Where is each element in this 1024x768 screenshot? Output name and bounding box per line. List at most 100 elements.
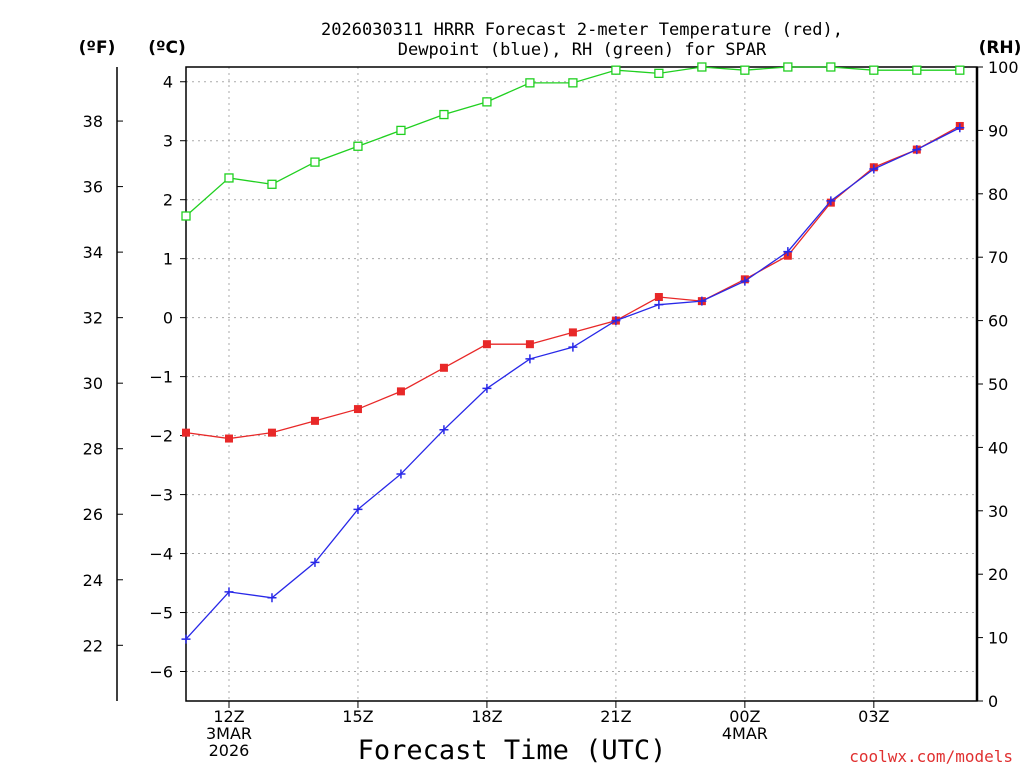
celsius-tick-label: −1 — [149, 368, 173, 387]
rh-point — [353, 141, 363, 151]
temperature-point — [568, 328, 577, 337]
rh-tick-label: 70 — [988, 248, 1008, 267]
rh-tick-label: 80 — [988, 185, 1008, 204]
x-tick-label: 12Z — [213, 707, 244, 726]
rh-point — [568, 78, 578, 88]
rh-point — [267, 179, 277, 189]
rh-tick-label: 30 — [988, 502, 1008, 521]
dewpoint-line — [185, 127, 961, 640]
dewpoint-point — [568, 342, 578, 352]
rh-point — [654, 68, 664, 78]
axes: −6−5−4−3−2−10123422242628303234363801020… — [83, 58, 1019, 760]
celsius-tick-label: −4 — [149, 545, 173, 564]
rh-point — [525, 78, 535, 88]
rh-point — [869, 65, 879, 75]
dewpoint-point — [869, 164, 879, 174]
rh-tick-label: 20 — [988, 565, 1008, 584]
fahrenheit-tick-label: 26 — [83, 505, 103, 524]
temperature-point — [310, 416, 319, 425]
x-tick-label: 03Z — [858, 707, 889, 726]
dewpoint-point — [353, 504, 363, 514]
rh-tick-label: 60 — [988, 312, 1008, 331]
dewpoint-point — [912, 145, 922, 155]
celsius-tick-label: 2 — [163, 191, 173, 210]
rh-point — [224, 173, 234, 183]
dewpoint-point — [783, 247, 793, 257]
rh-unit-label: (RH) — [979, 38, 1022, 58]
x-axis-label: Forecast Time (UTC) — [358, 735, 667, 766]
celsius-tick-label: 1 — [163, 250, 173, 269]
rh-point — [611, 65, 621, 75]
dewpoint-point — [439, 425, 449, 435]
dewpoint-point — [267, 593, 277, 603]
temperature-point — [439, 363, 448, 372]
celsius-tick-label: −3 — [149, 486, 173, 505]
temperature-point — [396, 387, 405, 396]
x-tick-label: 4MAR — [722, 724, 768, 743]
celsius-tick-label: −2 — [149, 427, 173, 446]
celsius-tick-label: 4 — [163, 73, 173, 92]
rh-point — [912, 65, 922, 75]
dewpoint-point — [181, 634, 191, 644]
x-tick-label: 21Z — [600, 707, 631, 726]
rh-tick-label: 50 — [988, 375, 1008, 394]
temperature-point — [482, 340, 491, 349]
fahrenheit-tick-label: 38 — [83, 112, 103, 131]
fahrenheit-tick-label: 34 — [83, 243, 103, 262]
dewpoint-point — [396, 469, 406, 479]
celsius-tick-label: 0 — [163, 309, 173, 328]
rh-tick-label: 40 — [988, 438, 1008, 457]
chart-title-line-2: Dewpoint (blue), RH (green) for SPAR — [398, 40, 767, 60]
temperature-point — [654, 293, 663, 302]
temperature-point — [525, 340, 534, 349]
fahrenheit-tick-label: 22 — [83, 636, 103, 655]
celsius-tick-label: −5 — [149, 604, 173, 623]
dewpoint-point — [224, 587, 234, 597]
fahrenheit-tick-label: 30 — [83, 374, 103, 393]
rh-tick-label: 10 — [988, 629, 1008, 648]
chart-title-line-1: 2026030311 HRRR Forecast 2-meter Tempera… — [321, 20, 843, 40]
rh-point — [955, 65, 965, 75]
rh-point — [396, 125, 406, 136]
temperature-point — [224, 434, 233, 443]
fahrenheit-tick-label: 32 — [83, 309, 103, 328]
dewpoint-point — [611, 316, 621, 326]
fahrenheit-tick-label: 36 — [83, 178, 103, 197]
temperature-point — [182, 428, 190, 437]
gridlines — [186, 67, 977, 701]
rh-point — [439, 109, 449, 120]
dewpoint-point — [654, 300, 664, 310]
rh-tick-label: 0 — [988, 692, 998, 711]
rh-line — [185, 66, 960, 217]
rh-point — [181, 211, 191, 221]
x-tick-label: 15Z — [342, 707, 373, 726]
dewpoint-point — [955, 123, 965, 133]
rh-point — [783, 62, 793, 72]
celsius-tick-label: 3 — [163, 132, 173, 151]
dewpoint-point — [525, 354, 535, 364]
rh-point — [697, 62, 707, 72]
rh-point — [826, 62, 836, 72]
x-tick-label: 2026 — [209, 741, 250, 760]
data-series — [181, 62, 965, 644]
credit-text: coolwx.com/models — [849, 747, 1013, 766]
dewpoint-point — [482, 383, 492, 393]
rh-tick-label: 100 — [988, 58, 1019, 77]
rh-point — [740, 65, 750, 75]
dewpoint-point — [697, 296, 707, 306]
fahrenheit-tick-label: 24 — [83, 571, 103, 590]
x-tick-label: 18Z — [471, 707, 502, 726]
fahrenheit-unit-label: (ºF) — [79, 38, 116, 58]
fahrenheit-tick-label: 28 — [83, 440, 103, 459]
dewpoint-point — [826, 196, 836, 206]
plot-frame — [185, 66, 978, 702]
rh-point — [310, 157, 320, 167]
rh-point — [482, 97, 492, 107]
dewpoint-point — [310, 557, 320, 567]
temperature-point — [353, 405, 362, 414]
temperature-point — [267, 428, 276, 437]
celsius-tick-label: −6 — [149, 663, 173, 682]
temperature-line — [185, 125, 961, 440]
x-tick-label: 00Z — [729, 707, 760, 726]
